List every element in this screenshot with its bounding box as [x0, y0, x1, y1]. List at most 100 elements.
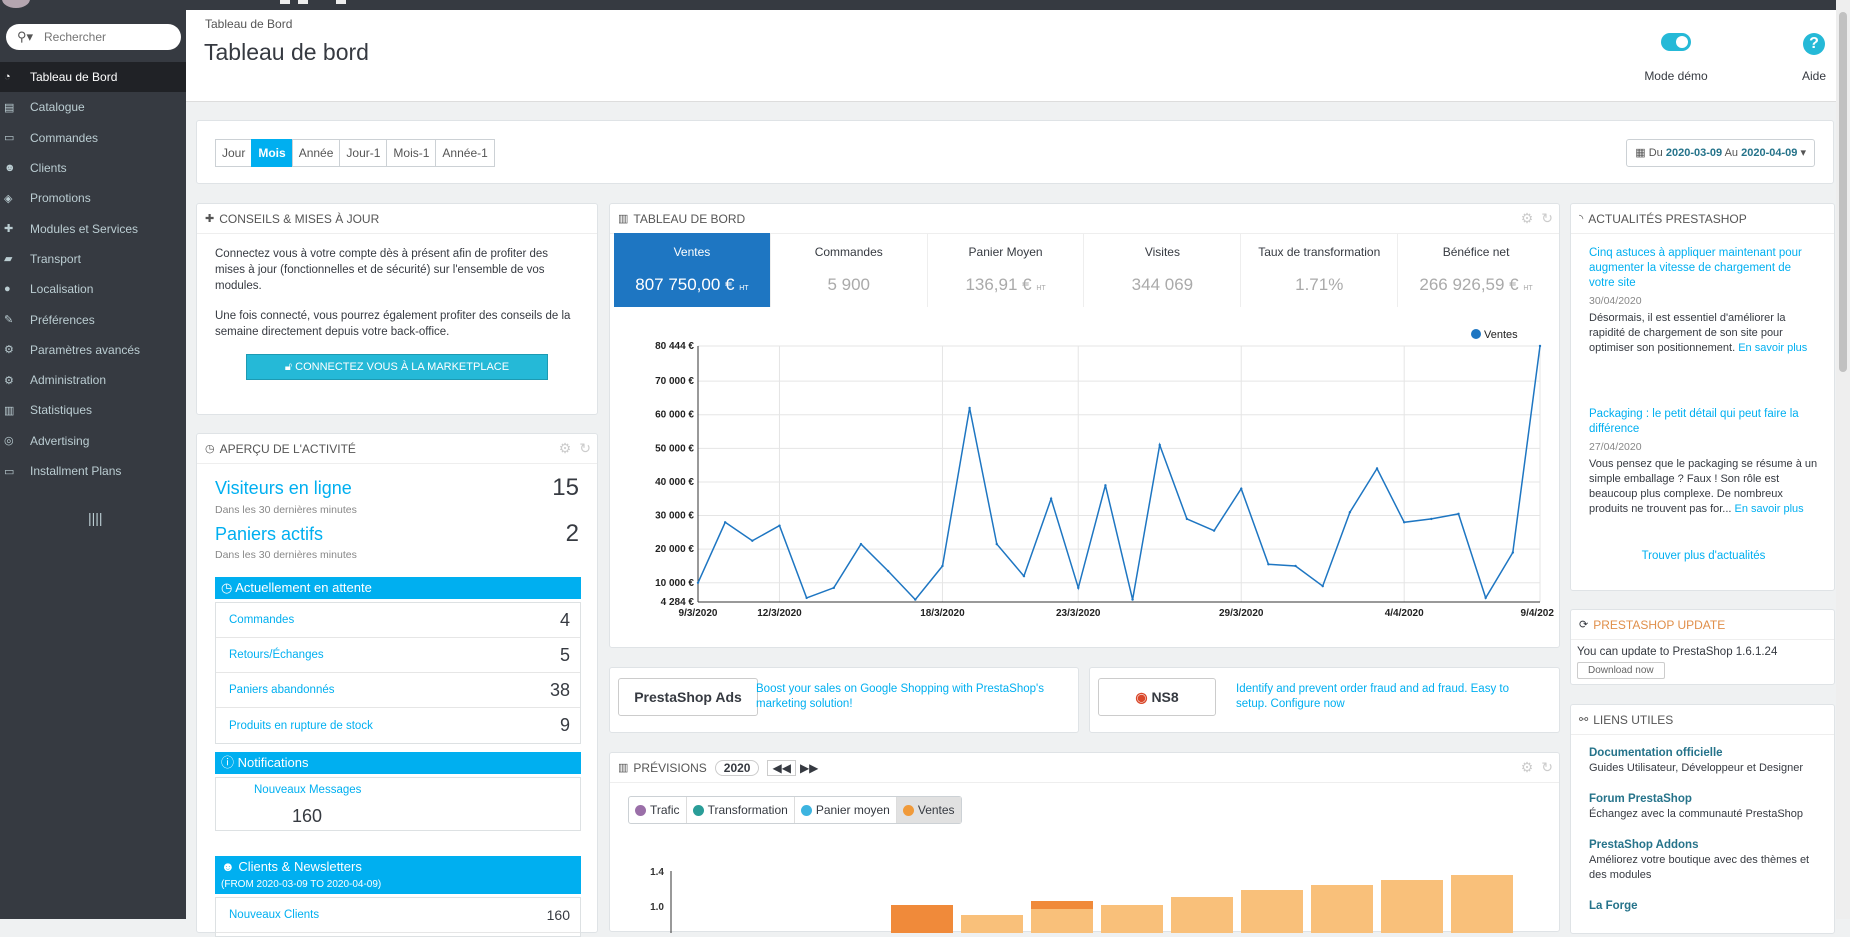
- globe-icon: ●: [4, 283, 11, 296]
- gear-icon[interactable]: ⚙: [558, 440, 572, 456]
- period-month-button[interactable]: Mois: [251, 139, 293, 167]
- read-more-link[interactable]: En savoir plus: [1738, 342, 1808, 354]
- notifications-icon[interactable]: [298, 0, 308, 4]
- credit-card-icon: ▭: [4, 132, 15, 145]
- data-point: [914, 598, 917, 601]
- forecast-bar: [891, 905, 953, 933]
- tab-traffic[interactable]: Trafic: [629, 797, 687, 823]
- previous-year-icon[interactable]: ◀◀: [767, 759, 796, 776]
- list-item[interactable]: Retours/Échanges 5: [216, 638, 580, 673]
- search-icon[interactable]: ⚲▾: [16, 29, 34, 44]
- link-item: Documentation officielle Guides Utilisate…: [1589, 747, 1824, 776]
- toggle-switch-icon[interactable]: [1661, 33, 1691, 51]
- quick-access-icon[interactable]: [280, 0, 290, 4]
- sidebar-item-localization[interactable]: ● Localisation: [0, 274, 186, 304]
- data-point: [1402, 521, 1406, 524]
- period-prev-day-button[interactable]: Jour-1: [339, 139, 388, 167]
- sidebar-item-stats[interactable]: ▥ Statistiques: [0, 395, 186, 425]
- link-title[interactable]: PrestaShop Addons: [1589, 839, 1699, 851]
- messages-icon[interactable]: [336, 0, 346, 4]
- sidebar-item-promotions[interactable]: ◈ Promotions: [0, 183, 186, 213]
- ns8-banner[interactable]: ◉ NS8 Identify and prevent order fraud a…: [1089, 667, 1560, 733]
- demo-mode-toggle[interactable]: Mode démo: [1626, 33, 1726, 83]
- data-point: [1158, 443, 1161, 447]
- ns8-mark-icon: ◉: [1135, 688, 1148, 705]
- refresh-icon[interactable]: ↻: [1541, 210, 1553, 226]
- period-year-button[interactable]: Année: [291, 139, 341, 167]
- online-visitors-label[interactable]: Visiteurs en ligne: [215, 478, 352, 498]
- sidebar-item-customers[interactable]: ☻ Clients: [0, 153, 186, 183]
- kpi-avg-cart[interactable]: Panier Moyen 136,91 € HT: [928, 233, 1085, 307]
- sidebar-item-advanced[interactable]: ⚙ Paramètres avancés: [0, 335, 186, 365]
- data-point: [1538, 344, 1542, 348]
- forecast-year[interactable]: 2020: [714, 759, 760, 776]
- page-scrollbar[interactable]: [1836, 0, 1850, 919]
- list-item[interactable]: Commandes 4: [216, 603, 580, 638]
- connect-marketplace-button[interactable]: 🔓︎ Connectez vous à la marketplace Prest…: [246, 354, 548, 397]
- data-point: [751, 539, 754, 542]
- page-title: Tableau de bord: [204, 39, 369, 65]
- search-input[interactable]: [44, 30, 174, 44]
- list-item[interactable]: Nouveaux Clients 160: [216, 898, 580, 933]
- forecast-bar: [1381, 880, 1443, 933]
- list-item-value: 9: [559, 715, 570, 735]
- panel-title: PrestaShop Update: [1593, 617, 1726, 632]
- kpi-orders[interactable]: Commandes 5 900: [771, 233, 928, 307]
- gear-icon[interactable]: ⚙: [1520, 759, 1534, 775]
- data-point: [995, 542, 998, 546]
- refresh-icon[interactable]: ↻: [1541, 759, 1553, 775]
- scrollbar-thumb[interactable]: [1839, 12, 1847, 372]
- tab-sales[interactable]: Ventes: [896, 797, 961, 823]
- kpi-conversion[interactable]: Taux de transformation 1.71%: [1241, 233, 1399, 307]
- list-item-value: 38: [549, 679, 570, 700]
- list-item[interactable]: Produits en rupture de stock 9: [216, 708, 580, 743]
- prestashop-ads-banner[interactable]: PrestaShop Ads Boost your sales on Googl…: [609, 667, 1079, 733]
- breadcrumb[interactable]: Tableau de Bord: [205, 17, 293, 31]
- refresh-icon[interactable]: ↻: [579, 440, 591, 456]
- sidebar-item-modules[interactable]: ✚ Modules et Services: [0, 213, 186, 243]
- kpi-value: 136,91 €: [965, 275, 1032, 294]
- period-prev-month-button[interactable]: Mois-1: [386, 139, 437, 167]
- link-title[interactable]: Forum PrestaShop: [1589, 793, 1692, 805]
- ad-text[interactable]: Boost your sales on Google Shopping with…: [756, 683, 1044, 710]
- news-title[interactable]: Packaging : le petit détail qui peut fai…: [1589, 408, 1799, 435]
- sidebar-item-preferences[interactable]: ✎ Préférences: [0, 304, 186, 334]
- sidebar-item-advertising[interactable]: ◎ Advertising: [0, 426, 186, 456]
- active-carts-label[interactable]: Paniers actifs: [215, 524, 324, 544]
- help-button[interactable]: ? Aide: [1792, 33, 1836, 83]
- collapse-menu-icon[interactable]: ||||: [88, 510, 103, 526]
- kpi-net-profit[interactable]: Bénéfice net 266 926,59 € HT: [1398, 233, 1554, 307]
- new-messages-label[interactable]: Nouveaux Messages: [254, 784, 362, 796]
- puzzle-icon: ✚: [4, 223, 14, 236]
- period-buttons: Jour Mois Année Jour-1 Mois-1 Année-1: [215, 139, 495, 167]
- period-prev-year-button[interactable]: Année-1: [435, 139, 495, 167]
- sidebar-item-shipping[interactable]: ▰ Transport: [0, 244, 186, 274]
- link-title[interactable]: Documentation officielle: [1589, 747, 1723, 759]
- panel-title: Aperçu de l'activité: [219, 441, 356, 456]
- next-year-icon[interactable]: ▶▶: [799, 760, 819, 775]
- prestashop-logo[interactable]: [2, 0, 30, 8]
- page-header: Tableau de Bord Tableau de bord Mode dém…: [186, 10, 1836, 102]
- sidebar-item-administration[interactable]: ⚙ Administration: [0, 365, 186, 395]
- ad-text[interactable]: Identify and prevent order fraud and ad …: [1236, 683, 1509, 710]
- read-more-link[interactable]: En savoir plus: [1734, 503, 1804, 515]
- sidebar-item-catalog[interactable]: ▤ Catalogue: [0, 92, 186, 122]
- kpi-sales[interactable]: Ventes 807 750,00 € HT: [614, 233, 771, 307]
- sidebar-item-dashboard[interactable]: ◔ Tableau de Bord: [0, 62, 186, 93]
- date-range-picker[interactable]: ▦ Du 2020-03-09 Au 2020-04-09 ▾: [1626, 139, 1815, 167]
- sidebar-item-installment[interactable]: ▭ Installment Plans: [0, 456, 186, 486]
- x-tick-label: 4/4/2020: [1385, 608, 1424, 619]
- more-news-link[interactable]: Trouver plus d'actualités: [1641, 550, 1766, 562]
- gear-icon[interactable]: ⚙: [1520, 210, 1534, 226]
- tab-conversion[interactable]: Transformation: [687, 797, 795, 823]
- list-item[interactable]: Paniers abandonnés 38: [216, 673, 580, 708]
- tab-avg-cart[interactable]: Panier moyen: [795, 797, 897, 823]
- sidebar-item-orders[interactable]: ▭ Commandes: [0, 123, 186, 153]
- download-button[interactable]: Download now: [1577, 662, 1665, 679]
- news-title[interactable]: Cinq astuces à appliquer maintenant pour…: [1589, 247, 1802, 289]
- kpi-visits[interactable]: Visites 344 069: [1084, 233, 1242, 307]
- period-day-button[interactable]: Jour: [215, 139, 253, 167]
- kpi-suffix: HT: [1523, 285, 1533, 292]
- link-title[interactable]: La Forge: [1589, 900, 1638, 912]
- clients-box: Nouveaux Clients 160: [215, 897, 581, 937]
